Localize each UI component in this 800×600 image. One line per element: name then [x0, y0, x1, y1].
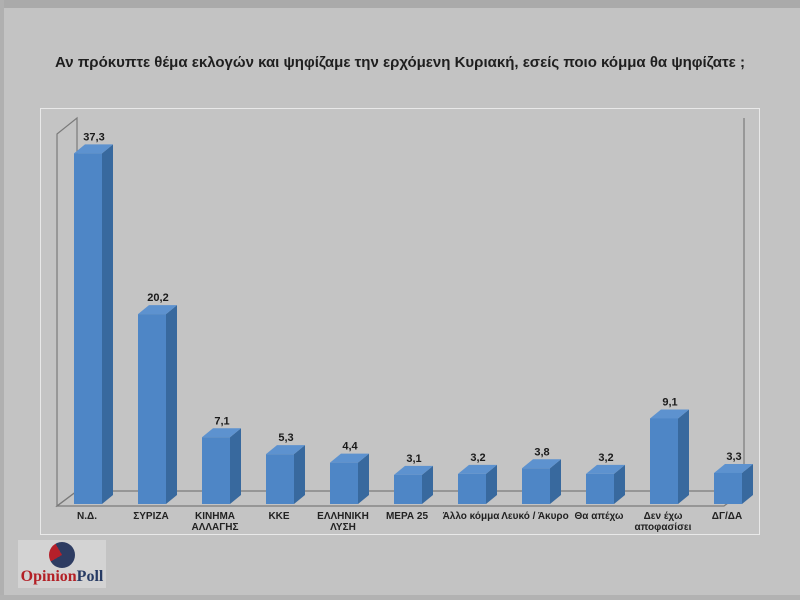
logo-word-poll: Poll [76, 568, 104, 585]
bar-side-face [742, 463, 753, 504]
bar-side-face [486, 464, 497, 504]
bar-side-face [678, 409, 689, 504]
bar-front-face [330, 462, 358, 504]
bar-top-face [202, 428, 241, 438]
poll-question-title: Αν πρόκυπτε θέμα εκλογών και ψηφίζαμε τη… [55, 54, 745, 71]
category-label: Θα απέχω [574, 511, 624, 522]
logo-wordmark: OpinionPoll [18, 568, 106, 586]
bar-front-face [202, 437, 230, 504]
bar-front-face [138, 314, 166, 504]
pie-chart-icon [49, 542, 75, 568]
bar-side-face [422, 465, 433, 504]
bar-front-face [74, 153, 102, 504]
category-label: ΣΥΡΙΖΑ [133, 511, 168, 522]
category-label: Άλλο κόμμα [443, 511, 501, 522]
bar-value-label: 5,3 [278, 432, 293, 444]
bar-value-label: 3,2 [598, 452, 613, 464]
bar-value-label: 7,1 [214, 415, 229, 427]
bar-side-face [102, 144, 113, 504]
bar-value-label: 3,1 [406, 453, 421, 465]
bar-top-face [74, 144, 113, 154]
bar-top-face [138, 305, 177, 315]
bar-value-label: 3,8 [534, 446, 549, 458]
category-label: ΚΚΕ [268, 511, 289, 522]
bar-side-face [358, 453, 369, 504]
bar-front-face [714, 472, 742, 504]
bar-side-face [294, 445, 305, 504]
bar-value-label: 3,3 [726, 451, 741, 463]
screen-top-edge [0, 0, 800, 8]
bar-value-label: 37,3 [83, 131, 104, 143]
category-label: ΔΓ/ΔΑ [712, 511, 742, 522]
bar-top-face [650, 409, 689, 419]
category-label: ΚΙΝΗΜΑ ΑΛΛΑΓΗΣ [191, 511, 238, 533]
category-label: ΕΛΛΗΝΙΚΗ ΛΥΣΗ [317, 511, 369, 533]
bar-front-face [458, 473, 486, 504]
bar-side-face [166, 305, 177, 504]
logo-word-opinion: Opinion [20, 568, 77, 585]
bar-side-face [614, 464, 625, 504]
bar-side-face [230, 428, 241, 504]
screen-bottom-edge [0, 595, 800, 600]
bar-top-face [394, 465, 433, 475]
bar-chart-frame: 37,3 Ν.Δ. 20,2 ΣΥΡΙΖΑ 7,1 ΚΙΝΗΜΑ ΑΛΛΑΓΗΣ 5,3 ΚΚΕ… [40, 108, 760, 535]
bar-front-face [586, 473, 614, 504]
screen-left-edge [0, 0, 4, 600]
bar-front-face [266, 454, 294, 504]
category-label: ΜΕΡΑ 25 [386, 511, 428, 522]
bar-top-face [522, 459, 561, 469]
bar-front-face [522, 468, 550, 504]
bar-top-face [586, 464, 625, 474]
bar-chart-canvas: 37,3 Ν.Δ. 20,2 ΣΥΡΙΖΑ 7,1 ΚΙΝΗΜΑ ΑΛΛΑΓΗΣ 5,3 ΚΚΕ… [55, 116, 753, 533]
bar-top-face [458, 464, 497, 474]
bar-value-label: 20,2 [147, 292, 168, 304]
bar-side-face [550, 459, 561, 504]
category-label: Λευκό / Άκυρο [501, 511, 568, 522]
bar-value-label: 4,4 [342, 441, 358, 453]
bar-value-label: 3,2 [470, 452, 485, 464]
opinionpoll-logo: OpinionPoll [18, 540, 106, 588]
bar-top-face [714, 463, 753, 473]
category-label: Ν.Δ. [77, 511, 97, 522]
bar-top-face [266, 445, 305, 455]
bar-front-face [394, 474, 422, 504]
bar-front-face [650, 418, 678, 504]
bar-top-face [330, 453, 369, 463]
category-label: Δεν έχω αποφασίσει [635, 511, 692, 533]
bar-value-label: 9,1 [662, 396, 677, 408]
